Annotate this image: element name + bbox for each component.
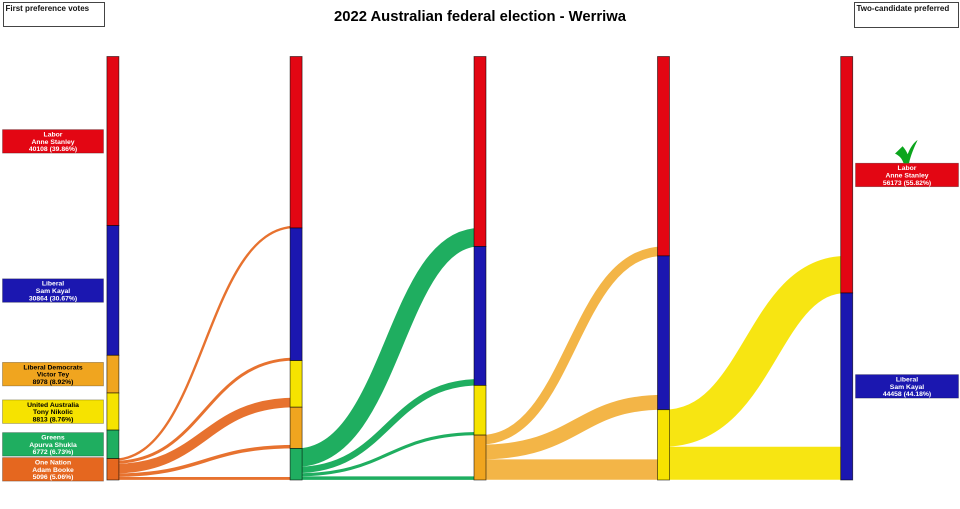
svg-text:Liberal: Liberal: [896, 377, 918, 384]
svg-text:Liberal Democrats: Liberal Democrats: [23, 364, 83, 371]
svg-text:Anne Stanley: Anne Stanley: [31, 139, 74, 146]
svg-text:Liberal: Liberal: [42, 281, 64, 288]
svg-text:Apurva Shukla: Apurva Shukla: [29, 442, 77, 449]
svg-text:Adam Booke: Adam Booke: [32, 467, 74, 474]
svg-text:One Nation: One Nation: [35, 460, 71, 467]
svg-text:Sam Kayal: Sam Kayal: [36, 288, 70, 295]
svg-text:Labor: Labor: [898, 165, 917, 172]
svg-text:Sam Kayal: Sam Kayal: [890, 384, 924, 391]
svg-text:8813 (8.76%): 8813 (8.76%): [33, 416, 74, 423]
svg-text:Anne Stanley: Anne Stanley: [885, 173, 928, 180]
svg-text:Greens: Greens: [41, 435, 65, 442]
svg-text:8978 (8.92%): 8978 (8.92%): [33, 379, 74, 386]
svg-text:6772 (6.73%): 6772 (6.73%): [33, 449, 74, 456]
svg-text:United Australia: United Australia: [27, 402, 79, 409]
svg-text:30864 (30.67%): 30864 (30.67%): [29, 295, 77, 302]
svg-text:44458 (44.18%): 44458 (44.18%): [883, 391, 931, 398]
svg-text:Tony Nikolic: Tony Nikolic: [33, 409, 73, 416]
svg-text:Victor Tey: Victor Tey: [37, 372, 69, 379]
svg-text:40108 (39.86%): 40108 (39.86%): [29, 146, 77, 153]
svg-text:5096 (5.06%): 5096 (5.06%): [33, 474, 74, 481]
svg-text:56173 (55.82%): 56173 (55.82%): [883, 180, 931, 187]
svg-text:Labor: Labor: [44, 132, 63, 139]
